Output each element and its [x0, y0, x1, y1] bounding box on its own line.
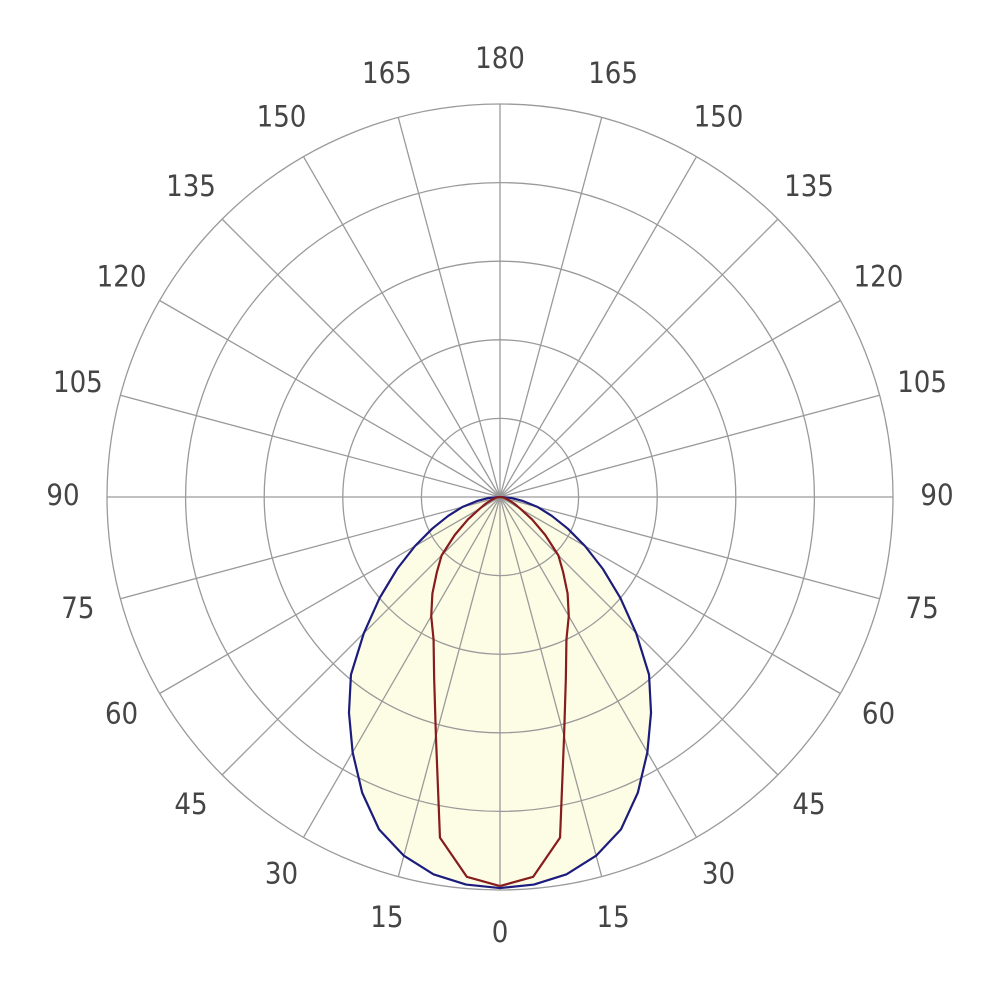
grid-spoke: [397, 496, 501, 877]
angle-label: 135: [784, 169, 834, 203]
angle-label: 150: [257, 100, 307, 134]
grid-spoke: [499, 299, 841, 498]
intensity-curve: [430, 495, 501, 888]
grid-spoke: [499, 117, 603, 498]
angle-label: 165: [362, 56, 412, 90]
grid-spoke: [499, 496, 779, 776]
angle-label: 60: [862, 697, 895, 731]
angle-label: 180: [475, 41, 525, 75]
intensity-curve: [499, 495, 570, 888]
angle-label: 150: [694, 100, 744, 134]
angle-label: 90: [920, 478, 953, 512]
angle-label: 105: [897, 365, 947, 399]
grid-spoke: [499, 496, 698, 838]
angle-label: 0: [492, 915, 509, 949]
angle-label: 120: [97, 260, 147, 294]
angle-label: 15: [597, 900, 630, 934]
grid-spoke: [499, 496, 603, 877]
angle-label: 165: [588, 56, 638, 90]
angle-label: 75: [906, 591, 939, 625]
angle-label: 30: [265, 856, 298, 890]
grid-spoke: [499, 218, 779, 498]
angle-label: 45: [792, 787, 825, 821]
angle-label: 45: [174, 787, 207, 821]
intensity-curve: [347, 495, 501, 890]
angle-label: 75: [61, 591, 94, 625]
grid-spoke: [302, 156, 501, 498]
angle-label: 135: [166, 169, 216, 203]
grid-spoke: [397, 117, 501, 498]
angle-label: 30: [702, 856, 735, 890]
grid-spoke: [221, 496, 501, 776]
grid-spoke: [120, 394, 501, 498]
angle-label: 60: [105, 697, 138, 731]
grid-spoke: [302, 496, 501, 838]
angle-label: 90: [46, 478, 79, 512]
grid-spoke: [499, 156, 698, 498]
intensity-curve: [499, 495, 653, 890]
area-fill: [348, 497, 500, 889]
angle-label: 15: [370, 900, 403, 934]
grid-spoke: [159, 496, 501, 695]
angle-label: 120: [854, 260, 904, 294]
grid-spoke: [120, 496, 501, 600]
grid-spoke: [499, 394, 880, 498]
grid-spoke: [499, 496, 880, 600]
angle-label: 105: [53, 365, 103, 399]
area-fill: [500, 497, 652, 889]
grid-spoke: [499, 496, 841, 695]
grid-spoke: [221, 218, 501, 498]
grid-spoke: [159, 299, 501, 498]
